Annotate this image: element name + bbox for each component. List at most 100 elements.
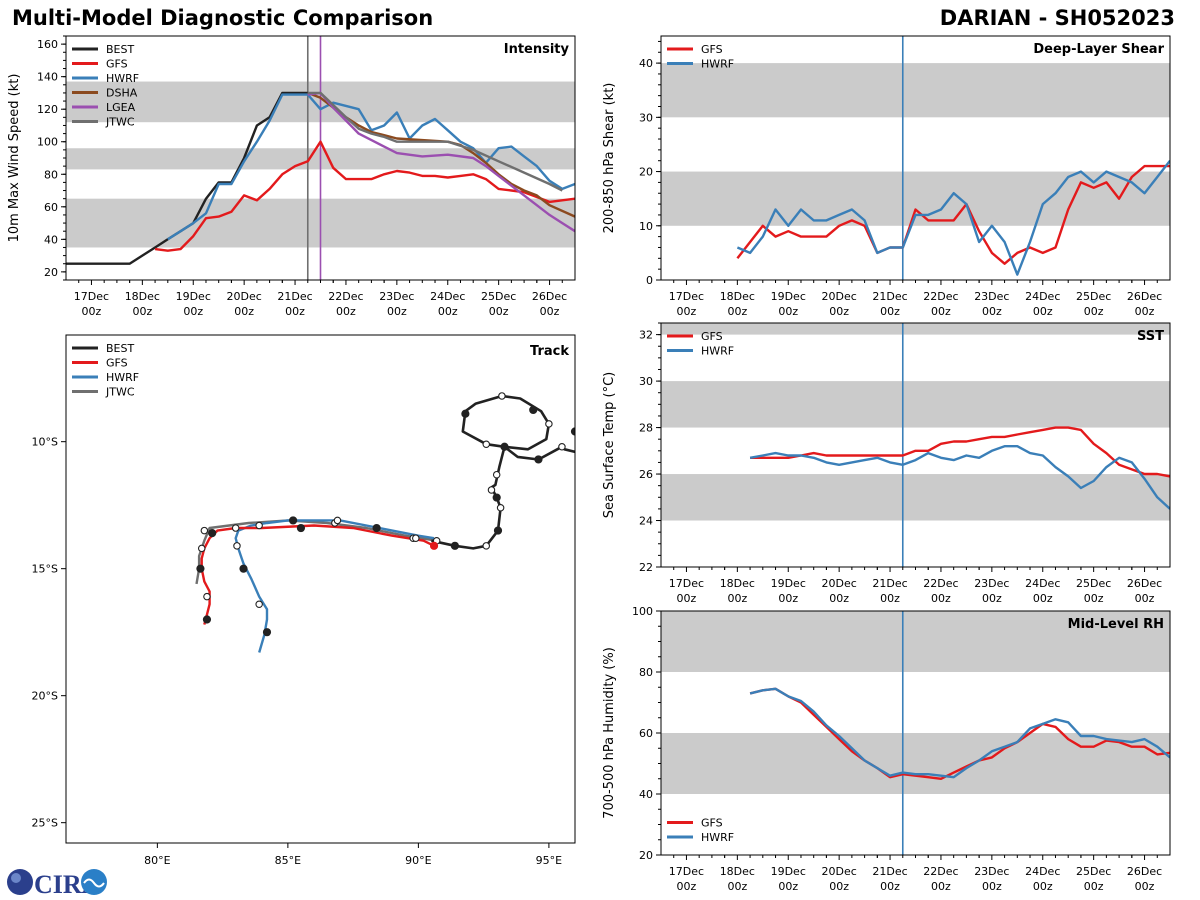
track-series-group [195, 392, 575, 653]
track-marker-open-gfs [203, 592, 211, 601]
shear-xtick-label: 00z [1084, 305, 1104, 318]
track-marker-open-best [498, 392, 506, 400]
rh-ytick-label: 20 [639, 849, 653, 862]
rh-xtick-label: 17Dec [669, 865, 704, 878]
rh-xtick-label: 00z [778, 880, 798, 893]
intensity-xtick-label: 20Dec [227, 290, 262, 303]
rh-xtick-label: 20Dec [822, 865, 857, 878]
shear-xtick-label: 21Dec [872, 290, 907, 303]
track-marker-best [450, 541, 460, 550]
sst-xtick-label: 00z [727, 592, 747, 605]
sst-xtick-label: 00z [931, 592, 951, 605]
shear-xtick-label: 00z [1033, 305, 1053, 318]
intensity-series-group [66, 91, 575, 265]
track-marker-best [492, 493, 501, 502]
rh-band [661, 611, 1170, 672]
intensity-xtick-label: 21Dec [277, 290, 312, 303]
track-line-hwrf [234, 519, 435, 653]
sst-xtick-label: 00z [1084, 592, 1104, 605]
intensity-xtick-label: 00z [82, 305, 102, 318]
shear-xtick-label: 23Dec [974, 290, 1009, 303]
intensity-series-jtwc [307, 91, 563, 192]
sst-band [661, 381, 1170, 428]
sst-ytick-label: 28 [639, 422, 653, 435]
sst-panel: 22 24 26 28 30 32 17Dec 00z 18Dec 00z 19Dec 00z 20De… [602, 322, 1171, 605]
intensity-legend-label-best: BEST [106, 43, 134, 56]
shear-xtick-label: 00z [829, 305, 849, 318]
rh-xtick-label: 00z [880, 880, 900, 893]
track-marker-best [529, 405, 538, 415]
sst-xtick-label: 21Dec [872, 577, 907, 590]
track-frame [65, 334, 576, 844]
cira-globe-icon [7, 869, 33, 895]
intensity-xtick-label: 00z [438, 305, 458, 318]
sst-xtick-label: 00z [1033, 592, 1053, 605]
sst-panel-title: SST [1137, 329, 1164, 344]
intensity-xtick-label: 17Dec [74, 290, 109, 303]
shear-series-gfs [736, 164, 1170, 265]
track-marker-open-jtwc [255, 521, 263, 530]
track-marker-open-best [482, 440, 491, 448]
intensity-ytick-label: 60 [44, 201, 58, 214]
shear-xtick-label: 00z [982, 305, 1002, 318]
rh-ytick-label: 80 [639, 666, 653, 679]
track-xtick-label: 90°E [405, 854, 431, 867]
rh-xtick-label: 26Dec [1127, 865, 1162, 878]
rh-xtick-label: 00z [982, 880, 1002, 893]
rh-xtick-label: 00z [1084, 880, 1104, 893]
track-marker-best [534, 455, 543, 464]
sst-xtick-label: 25Dec [1076, 577, 1111, 590]
rh-series-hwrf [749, 687, 1170, 779]
cira-logo: CIRA [7, 869, 107, 898]
intensity-series-lgea [307, 91, 575, 233]
shear-panel-title: Deep-Layer Shear [1033, 42, 1164, 57]
shear-ytick-label: 30 [639, 111, 653, 124]
cira-globe-highlight [11, 873, 21, 883]
rh-legend-label-gfs: GFS [701, 817, 723, 830]
intensity-ytick-label: 100 [37, 136, 58, 149]
intensity-ytick-label: 160 [37, 38, 58, 51]
intensity-xtick-label: 00z [234, 305, 254, 318]
track-marker-gfs [296, 523, 306, 533]
sst-ytick-label: 32 [639, 329, 653, 342]
sst-series-gfs [750, 426, 1170, 478]
track-legend-label-hwrf: HWRF [106, 371, 139, 384]
intensity-xtick-label: 22Dec [328, 290, 363, 303]
sst-xtick-label: 24Dec [1025, 577, 1060, 590]
intensity-panel-title: Intensity [504, 42, 570, 57]
rh-xtick-label: 00z [677, 880, 697, 893]
shear-ylabel: 200-850 hPa Shear (kt) [602, 83, 617, 234]
intensity-xtick-label: 00z [489, 305, 509, 318]
intensity-xtick-label: 00z [183, 305, 203, 318]
track-ytick-label: 15°S [32, 563, 58, 576]
sst-xtick-label: 00z [982, 592, 1002, 605]
track-marker-best [461, 409, 470, 418]
rh-xtick-label: 24Dec [1025, 865, 1060, 878]
shear-ytick-label: 20 [639, 166, 653, 179]
rh-band [661, 733, 1170, 794]
track-marker-best [570, 427, 575, 436]
rh-legend-label-hwrf: HWRF [701, 831, 734, 844]
shear-xtick-label: 00z [677, 305, 697, 318]
shear-panel: 0 10 20 30 40 17Dec 00z 18Dec 00z 19Dec 00z 20Dec 00… [602, 35, 1171, 318]
rh-xtick-label: 21Dec [872, 865, 907, 878]
intensity-ytick-label: 20 [44, 266, 58, 279]
rh-ylabel: 700-500 hPa Humidity (%) [602, 647, 617, 819]
rh-xtick-label: 18Dec [720, 865, 755, 878]
storm-title: DARIAN - SH052023 [939, 6, 1175, 30]
sst-xtick-label: 20Dec [822, 577, 857, 590]
track-marker-hwrf [288, 516, 298, 525]
track-marker-hwrf [262, 628, 272, 637]
track-marker-gfs [196, 564, 205, 573]
rh-xtick-label: 19Dec [771, 865, 806, 878]
shear-xtick-label: 24Dec [1025, 290, 1060, 303]
rh-xtick-label: 25Dec [1076, 865, 1111, 878]
intensity-xtick-label: 19Dec [176, 290, 211, 303]
intensity-legend-label-lgea: LGEA [106, 101, 136, 114]
sst-ytick-label: 24 [639, 515, 653, 528]
intensity-xtick-label: 18Dec [125, 290, 160, 303]
intensity-legend-label-jtwc: JTWC [105, 116, 135, 129]
track-marker-open-hwrf [255, 600, 263, 608]
track-xtick-label: 85°E [275, 854, 301, 867]
